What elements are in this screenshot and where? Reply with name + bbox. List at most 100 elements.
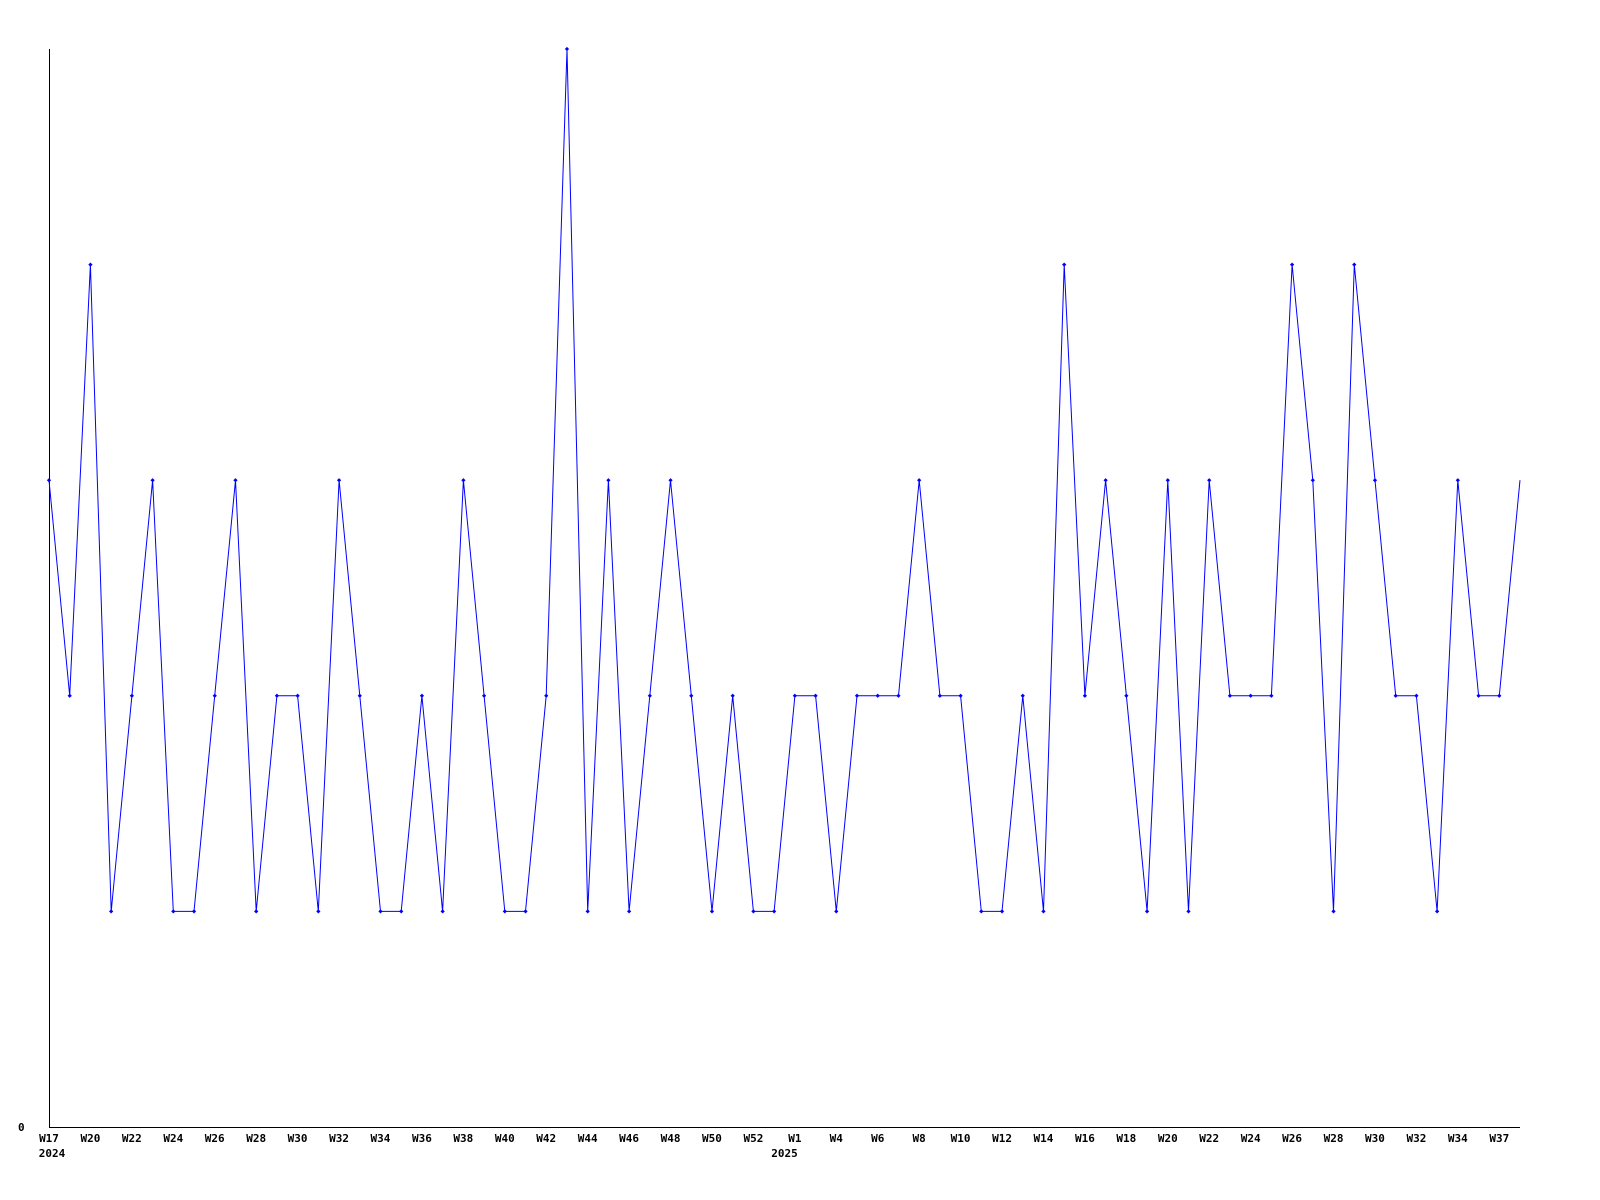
data-point <box>1289 262 1295 267</box>
x-tick-label: W34 <box>1448 1132 1468 1145</box>
data-point <box>1124 693 1129 698</box>
data-point <box>730 693 735 698</box>
x-tick-label: W24 <box>1241 1132 1261 1145</box>
data-point <box>233 478 238 483</box>
data-point <box>1186 909 1191 914</box>
data-point <box>896 693 901 698</box>
x-tick-label: W34 <box>371 1132 391 1145</box>
x-tick-label: W52 <box>743 1132 763 1145</box>
x-tick-label: W50 <box>702 1132 722 1145</box>
x-tick-label: W28 <box>246 1132 266 1145</box>
data-point <box>274 693 280 698</box>
data-point <box>1352 262 1357 267</box>
x-tick-labels: W17 W20 W22 W24 W26 W28 W30 W32 W34 W36 W38 W40 W42 W… <box>39 1132 1509 1145</box>
data-point <box>88 262 93 267</box>
data-point <box>316 909 321 914</box>
data-point <box>1310 478 1315 483</box>
data-point <box>937 693 943 698</box>
data-point <box>129 693 134 698</box>
data-point <box>1103 478 1108 483</box>
data-point <box>875 693 880 698</box>
x-tick-label: W36 <box>412 1132 432 1145</box>
data-point <box>668 478 673 483</box>
data-point <box>1207 478 1212 483</box>
x-tick-label: W1 <box>788 1132 802 1145</box>
data-point <box>917 478 922 483</box>
data-point <box>399 909 404 914</box>
x-tick-label: W22 <box>1199 1132 1219 1145</box>
y-tick-label: 0 <box>18 1121 25 1134</box>
data-point <box>1497 693 1502 698</box>
data-point <box>1476 693 1481 698</box>
data-point <box>1165 478 1170 483</box>
x-tick-label: W37 <box>1489 1132 1509 1145</box>
data-point <box>191 909 197 914</box>
data-point <box>1020 693 1025 698</box>
x-tick-label: W20 <box>80 1132 100 1145</box>
data-point <box>834 909 839 914</box>
data-point <box>709 909 715 914</box>
data-point <box>336 478 342 483</box>
x-tick-label: W14 <box>1034 1132 1054 1145</box>
data-point <box>440 909 445 914</box>
x-tick-label: W8 <box>913 1132 926 1145</box>
x-tick-label: W26 <box>205 1132 225 1145</box>
data-point <box>212 693 217 698</box>
data-point <box>751 909 756 914</box>
data-point <box>1414 693 1419 698</box>
x-tick-label: W30 <box>1365 1132 1385 1145</box>
x-tick-label: W16 <box>1075 1132 1095 1145</box>
data-point <box>792 693 797 698</box>
data-point <box>585 909 590 914</box>
data-point <box>1393 693 1398 698</box>
data-point <box>999 909 1005 914</box>
data-point <box>1227 693 1233 698</box>
x-tick-label: W26 <box>1282 1132 1302 1145</box>
x-tick-label: W40 <box>495 1132 515 1145</box>
data-point <box>295 693 300 698</box>
x-tick-label: W22 <box>122 1132 142 1145</box>
x-tick-label: W44 <box>578 1132 598 1145</box>
data-point <box>150 478 155 483</box>
x-tick-label: W32 <box>1406 1132 1426 1145</box>
data-point <box>419 693 425 698</box>
data-point <box>109 909 114 914</box>
data-point <box>254 909 259 914</box>
x-tick-label: W48 <box>661 1132 681 1145</box>
data-point <box>813 693 818 698</box>
series-markers <box>46 46 1502 914</box>
x-tick-label: W10 <box>951 1132 971 1145</box>
data-point <box>606 478 611 483</box>
x-tick-label: W18 <box>1116 1132 1136 1145</box>
data-point <box>1248 693 1253 698</box>
data-point <box>1062 262 1067 267</box>
year-labels: 2024 2025 <box>39 1147 798 1160</box>
data-point <box>626 909 632 914</box>
data-point <box>544 693 549 698</box>
data-point <box>461 478 466 483</box>
data-point <box>647 693 652 698</box>
data-point <box>357 693 362 698</box>
x-tick-label: W38 <box>453 1132 473 1145</box>
data-point <box>171 909 176 914</box>
year-label: 2024 <box>39 1147 66 1160</box>
x-tick-label: W4 <box>830 1132 844 1145</box>
x-tick-label: W12 <box>992 1132 1012 1145</box>
data-point <box>1372 478 1378 483</box>
data-point <box>1331 909 1336 914</box>
x-tick-label: W6 <box>871 1132 885 1145</box>
x-tick-label: W17 <box>39 1132 59 1145</box>
data-point <box>772 909 777 914</box>
data-point <box>523 909 528 914</box>
data-point <box>958 693 963 698</box>
series-line <box>48 48 1521 912</box>
x-tick-label: W30 <box>288 1132 308 1145</box>
x-tick-label: W42 <box>536 1132 556 1145</box>
data-point <box>1082 693 1088 698</box>
x-tick-label: W32 <box>329 1132 349 1145</box>
data-point <box>1041 909 1046 914</box>
x-tick-label: W28 <box>1324 1132 1344 1145</box>
data-point <box>67 693 72 698</box>
data-point <box>1435 909 1440 914</box>
